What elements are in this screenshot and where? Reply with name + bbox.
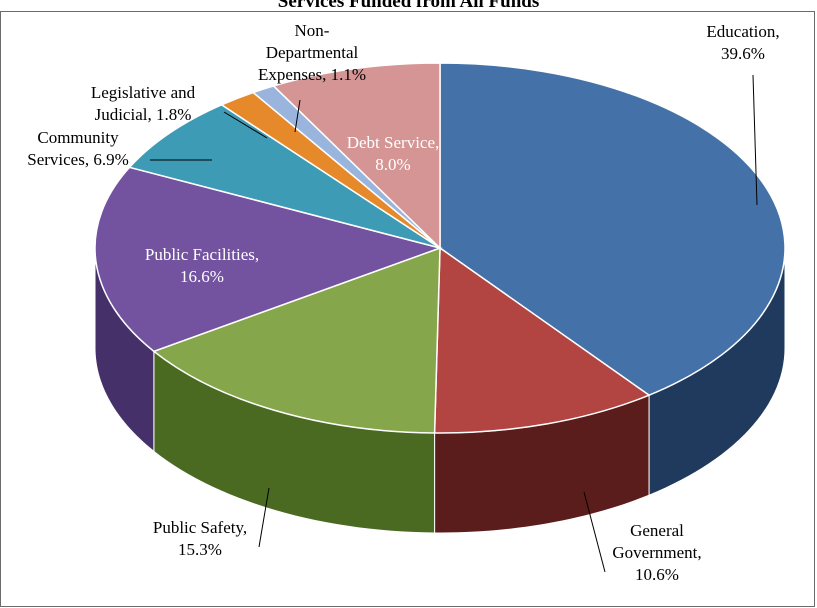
leader-line-public-safety (258, 487, 270, 548)
pie-slice-education (439, 62, 786, 397)
data-label-legislative-and-judicial: Legislative and Judicial, 1.8% (91, 83, 196, 124)
data-label-education: Education, 39.6% (706, 22, 779, 63)
pie-slice-public-safety (152, 246, 441, 434)
pie-slice-public-facilities (94, 166, 443, 353)
data-label-general-government: General Government, 10.6% (612, 521, 701, 584)
chart-title: Services Funded from All Funds (277, 0, 540, 12)
data-label-public-safety: Public Safety, 15.3% (153, 518, 247, 559)
data-label-community-services: Community Services, 6.9% (27, 128, 129, 169)
leader-line-non-departmental-expenses (294, 99, 301, 133)
leader-line-general-government (583, 491, 606, 573)
data-label-public-facilities: Public Facilities, 16.6% (145, 245, 259, 286)
pie-labels: Education, 39.6% General Government, 10.6% Pu… (27, 21, 779, 584)
pie-slice-debt-service (272, 62, 441, 250)
pie-slice-general-government (433, 246, 651, 434)
pie-tops (94, 62, 786, 434)
leader-line-education (752, 74, 758, 206)
data-label-debt-service: Debt Service, 8.0% (347, 133, 440, 174)
pie-slice-community-services (128, 103, 441, 249)
data-label-non-departmental-expenses: Non-Departmental Expenses, 1.1% (258, 21, 366, 84)
leader-line-legislative-and-judicial (223, 111, 268, 139)
pie-sides (94, 247, 786, 534)
